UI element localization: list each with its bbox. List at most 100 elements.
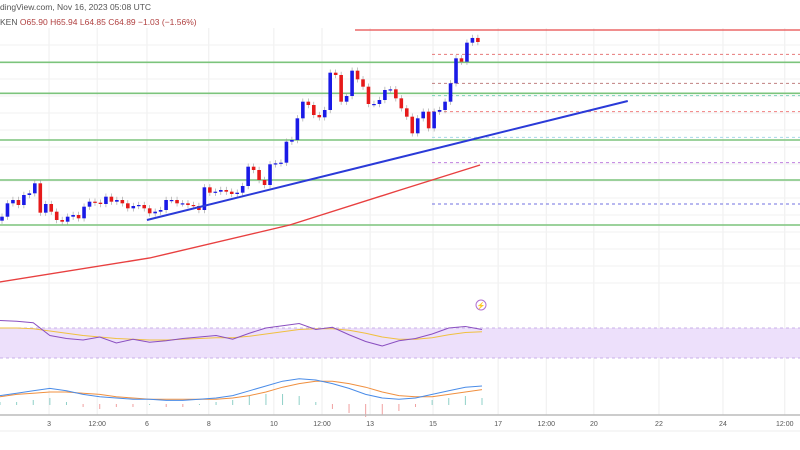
- moving-average-line: [0, 164, 481, 283]
- candle-body: [257, 170, 261, 180]
- candle-body: [126, 203, 130, 209]
- candle-body: [142, 205, 147, 209]
- rsi-ma-line: [0, 327, 483, 341]
- x-tick-label: 8: [207, 421, 211, 428]
- candle-body: [388, 89, 393, 91]
- macd-histogram-bar: [115, 404, 117, 407]
- candle-body: [410, 116, 415, 134]
- candle-body: [87, 201, 92, 207]
- macd-histogram-bar: [232, 400, 234, 405]
- candle-body: [328, 72, 332, 110]
- candle-body: [33, 183, 37, 194]
- x-tick-label: 17: [494, 421, 502, 428]
- x-tick-label: 6: [145, 421, 149, 428]
- candle-body: [355, 70, 360, 80]
- candle-body: [344, 96, 349, 102]
- candle-body: [273, 163, 278, 165]
- macd-line: [0, 378, 483, 401]
- candle-body: [98, 202, 103, 204]
- candle-body: [191, 205, 196, 207]
- candle-body: [366, 86, 371, 104]
- macd-histogram-bar: [132, 404, 134, 407]
- macd-histogram-bar: [282, 394, 284, 405]
- macd-histogram-bar: [415, 404, 417, 407]
- macd-histogram-bar: [365, 404, 367, 417]
- candle-body: [306, 101, 311, 105]
- x-tick-label: 13: [366, 421, 374, 428]
- candle-body: [432, 111, 436, 129]
- candle-body: [437, 110, 442, 112]
- candle-body: [158, 210, 163, 212]
- candle-body: [27, 193, 32, 195]
- chart-source-header: dingView.com, Nov 16, 2023 05:08 UTC: [0, 2, 152, 12]
- candle-body: [372, 104, 376, 106]
- macd-histogram-bar: [65, 402, 67, 405]
- x-tick-label: 12:00: [88, 421, 106, 428]
- candle-body: [448, 83, 453, 102]
- macd-histogram-bar: [0, 402, 1, 405]
- candle-body: [22, 195, 26, 205]
- macd-histogram-bar: [448, 398, 450, 405]
- candle-body: [54, 211, 59, 220]
- candle-body: [76, 215, 81, 219]
- candle-body: [251, 166, 256, 170]
- candle-body: [153, 211, 157, 214]
- candle-body: [5, 203, 10, 217]
- candle-body: [169, 200, 174, 202]
- candle-body: [65, 216, 70, 222]
- macd-histogram-bar: [149, 404, 151, 405]
- x-tick-label: 3: [47, 421, 51, 428]
- macd-histogram-bar: [481, 398, 483, 405]
- candle-body: [202, 187, 207, 210]
- candle-body: [262, 180, 267, 185]
- trendline: [146, 100, 629, 221]
- x-tick-label: 12:00: [313, 421, 331, 428]
- candle-body: [219, 190, 223, 192]
- candle-body: [279, 162, 283, 164]
- candle-body: [164, 200, 168, 210]
- candle-body: [426, 111, 431, 129]
- candle-body: [213, 191, 218, 193]
- macd-histogram-bar: [32, 400, 34, 405]
- candle-body: [49, 204, 54, 212]
- macd-histogram-bar: [165, 404, 167, 407]
- macd-histogram-bar: [348, 404, 350, 413]
- candle-body: [224, 190, 229, 192]
- candle-body: [311, 105, 316, 115]
- candle-body: [136, 205, 141, 207]
- candle-body: [350, 70, 354, 96]
- candle-body: [415, 118, 420, 134]
- candle-body: [115, 200, 119, 202]
- candle-body: [0, 216, 4, 221]
- candle-body: [175, 200, 179, 204]
- candle-body: [399, 98, 404, 109]
- macd-histogram-bar: [464, 396, 466, 405]
- macd-histogram-bar: [215, 402, 217, 405]
- candle-body: [43, 204, 48, 213]
- macd-histogram-bar: [431, 400, 433, 405]
- candle-body: [93, 201, 97, 203]
- candle-body: [404, 108, 409, 117]
- candle-body: [38, 183, 43, 213]
- macd-signal-line: [0, 380, 483, 400]
- ohlc-legend: KEN O65.90 H65.94 L64.85 C64.89 −1.03 (−…: [0, 17, 197, 27]
- rsi-line: [0, 320, 483, 347]
- candle-body: [60, 220, 64, 222]
- x-tick-label: 12:00: [776, 421, 794, 428]
- macd-histogram-bar: [298, 396, 300, 405]
- ohlc-values: O65.90 H65.94 L64.85 C64.89 −1.03 (−1.56…: [19, 17, 197, 27]
- candle-body: [421, 111, 425, 119]
- candle-body: [147, 208, 152, 214]
- candle-body: [71, 215, 75, 217]
- candle-body: [109, 196, 114, 202]
- candle-body: [284, 141, 289, 163]
- macd-histogram-bar: [265, 394, 267, 405]
- macd-histogram-bar: [182, 404, 184, 407]
- lightning-icon-glyph: ⚡: [477, 301, 486, 310]
- candle-body: [240, 186, 245, 193]
- macd-histogram-bar: [331, 404, 333, 409]
- candle-body: [180, 203, 185, 205]
- x-tick-label: 10: [270, 421, 278, 428]
- x-tick-label: 20: [590, 421, 598, 428]
